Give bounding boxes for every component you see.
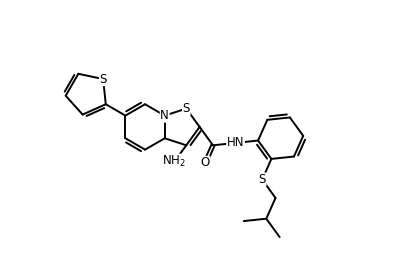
Text: S: S <box>183 102 190 115</box>
Text: O: O <box>201 156 210 170</box>
Text: S: S <box>99 72 107 86</box>
Text: N: N <box>161 109 169 122</box>
Text: S: S <box>258 173 266 186</box>
Text: NH$_2$: NH$_2$ <box>162 154 186 169</box>
Text: HN: HN <box>227 136 244 149</box>
